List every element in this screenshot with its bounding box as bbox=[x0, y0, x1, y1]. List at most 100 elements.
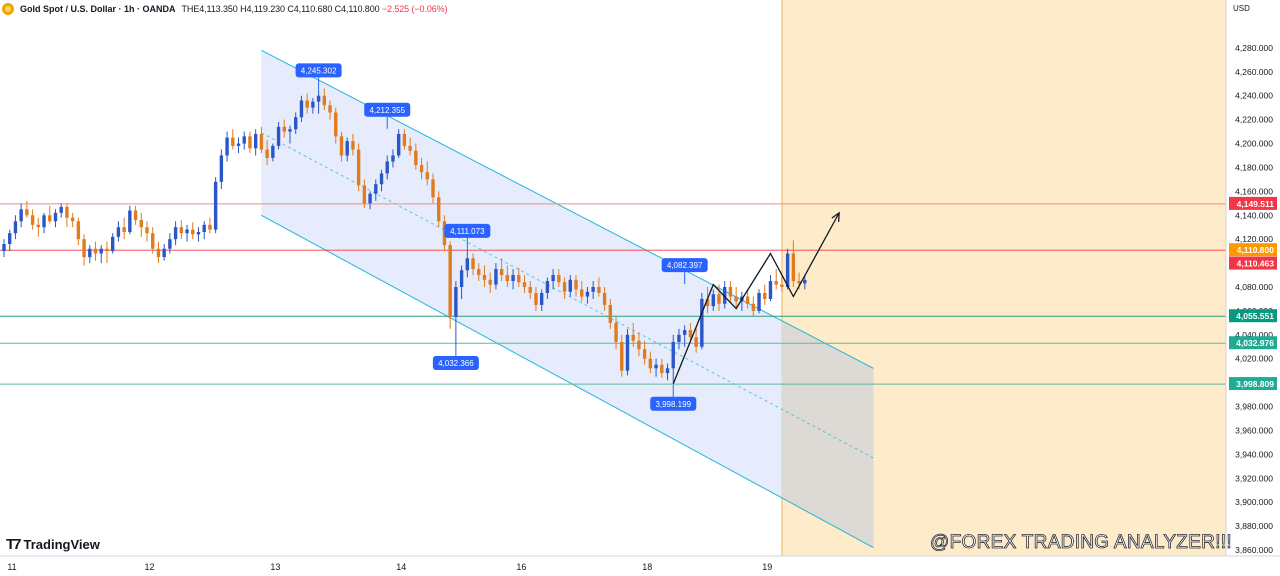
candle-body bbox=[654, 364, 658, 369]
candle-body bbox=[431, 179, 435, 198]
candle-body bbox=[694, 337, 698, 347]
candle-body bbox=[276, 126, 281, 146]
tradingview-mark-icon: T7 bbox=[6, 536, 21, 553]
candle-body bbox=[482, 275, 487, 280]
price-change: −2.525 (−0.06%) bbox=[381, 4, 448, 14]
price-tick-label: 4,160.000 bbox=[1235, 186, 1273, 196]
price-tag-bg bbox=[1229, 243, 1277, 257]
price-tag-label: 4,110.800 bbox=[1237, 245, 1275, 255]
candle-body bbox=[42, 215, 46, 228]
callout-label: 4,111.073 bbox=[450, 227, 485, 236]
candle-body bbox=[213, 181, 218, 230]
callouts-layer: 4,245.302 4,212.355 4,111.073 4,032.366 3,99… bbox=[295, 63, 708, 411]
candle-body bbox=[637, 340, 641, 350]
forecast-arrowhead bbox=[831, 211, 840, 222]
candle-body bbox=[511, 275, 515, 282]
candle-body bbox=[580, 289, 584, 297]
callout-box bbox=[364, 102, 411, 117]
candle-body bbox=[768, 281, 773, 299]
candle-body bbox=[688, 330, 693, 338]
candle-body bbox=[591, 287, 595, 292]
candle-body bbox=[717, 294, 721, 304]
candle-body bbox=[425, 172, 429, 180]
candle-body bbox=[65, 206, 69, 218]
candle-body bbox=[116, 227, 121, 237]
candle-body bbox=[517, 275, 521, 283]
candle-body bbox=[53, 212, 58, 222]
price-tick-label: 4,140.000 bbox=[1235, 210, 1273, 220]
candle-body bbox=[105, 248, 109, 252]
candle-body bbox=[242, 136, 246, 144]
candle-body bbox=[391, 155, 395, 162]
candle-body bbox=[620, 341, 624, 371]
candle-body bbox=[562, 282, 567, 292]
callout-label: 4,245.302 bbox=[301, 66, 337, 75]
currency-label[interactable]: USD bbox=[1233, 4, 1250, 13]
brand-name: TradingView bbox=[23, 537, 100, 552]
candle-body bbox=[225, 137, 229, 156]
candle-body bbox=[419, 165, 424, 173]
candle-body bbox=[253, 133, 258, 149]
price-tick-label: 3,880.000 bbox=[1235, 521, 1273, 531]
candle-body bbox=[763, 292, 767, 299]
candle-body bbox=[608, 304, 613, 323]
channel-upper-line bbox=[261, 49, 874, 369]
candle-body bbox=[173, 227, 178, 240]
price-tick-label: 4,040.000 bbox=[1235, 330, 1273, 340]
candle-body bbox=[351, 141, 355, 150]
callout-box bbox=[444, 223, 491, 238]
price-tag-bg bbox=[1229, 196, 1277, 210]
candle-body bbox=[459, 270, 464, 287]
candle-body bbox=[454, 287, 458, 317]
candle-body bbox=[414, 150, 418, 166]
price-tick-label: 4,120.000 bbox=[1235, 234, 1273, 244]
candle-body bbox=[59, 206, 63, 213]
candle-body bbox=[757, 292, 761, 311]
candle-body bbox=[499, 269, 504, 276]
callout-label: 3,998.199 bbox=[655, 400, 691, 409]
levels-layer bbox=[0, 203, 1226, 385]
callout-box bbox=[650, 396, 697, 411]
candle-body bbox=[488, 279, 492, 285]
candle-body bbox=[25, 209, 29, 216]
candle-body bbox=[751, 303, 756, 311]
candle-body bbox=[471, 258, 475, 270]
candle-body bbox=[271, 145, 275, 158]
candle-body bbox=[528, 287, 532, 293]
candle-body bbox=[780, 284, 784, 287]
candle-body bbox=[660, 364, 664, 374]
candle-body bbox=[614, 322, 618, 342]
candle-body bbox=[19, 209, 23, 222]
candle-body bbox=[316, 95, 321, 102]
candle-body bbox=[745, 296, 750, 304]
candle-body bbox=[631, 334, 635, 341]
candle-body bbox=[248, 136, 252, 149]
candle-body bbox=[236, 143, 241, 146]
candle-body bbox=[339, 136, 344, 156]
candle-body bbox=[93, 248, 98, 254]
price-tag-bg bbox=[1229, 377, 1277, 391]
candle-body bbox=[379, 173, 384, 185]
symbol-title[interactable]: Gold Spot / U.S. Dollar · 1h · OANDA bbox=[20, 4, 176, 14]
time-axis-bg bbox=[0, 556, 1280, 576]
candle-body bbox=[231, 137, 235, 146]
candle-body bbox=[723, 287, 727, 304]
candle-body bbox=[408, 145, 412, 151]
candle-body bbox=[139, 220, 143, 228]
candle-body bbox=[551, 275, 555, 282]
price-tag-bg bbox=[1229, 309, 1277, 323]
candle-body bbox=[8, 233, 12, 244]
candle-body bbox=[202, 224, 206, 233]
candle-body bbox=[728, 287, 733, 297]
price-tag-label: 4,032.976 bbox=[1236, 338, 1274, 348]
candle-body bbox=[534, 292, 538, 305]
candle-body bbox=[133, 210, 138, 221]
tradingview-logo[interactable]: T7 TradingView bbox=[6, 536, 100, 553]
candle-body bbox=[642, 349, 647, 359]
candle-body bbox=[311, 101, 315, 108]
candle-body bbox=[305, 100, 309, 108]
price-axis-bg bbox=[1226, 0, 1280, 576]
price-tick-label: 3,920.000 bbox=[1235, 473, 1273, 483]
